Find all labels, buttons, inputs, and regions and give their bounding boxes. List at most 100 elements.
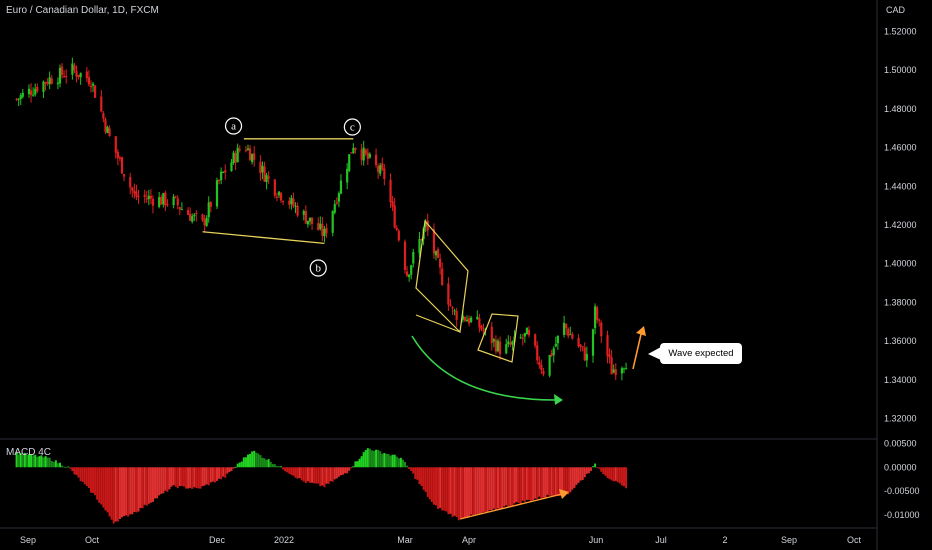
candle [420,238,423,241]
macd-bar [480,467,483,514]
candle [470,315,473,324]
macd-bar [304,467,307,483]
macd-bar [389,455,392,468]
candle [600,320,603,343]
candle-body [217,179,221,182]
macd-bar [174,467,177,487]
candle [17,98,20,107]
macd-bar [139,467,142,508]
macd-bar [342,467,345,475]
macd-bar [89,467,92,493]
candle-body [294,205,297,207]
candle-body [238,149,241,151]
macd-bar [321,467,324,486]
candle [104,117,107,135]
candle-body [476,316,479,320]
candle [542,367,545,377]
candle [79,72,82,85]
candle-body [263,166,266,182]
candle [364,148,367,157]
candle-body [441,268,444,285]
candle [408,273,411,282]
candle [368,152,371,159]
candle [397,228,400,242]
macd-bar [298,467,301,479]
macd-bar [209,467,212,483]
macd-bar [308,467,311,483]
macd-bar [474,467,477,515]
macd-bar [178,467,181,486]
macd-bar [222,467,225,477]
candle-body [511,341,514,345]
macd-bar [536,467,539,499]
candle [381,157,384,171]
macd-bar [23,452,26,468]
candle [131,186,134,198]
candle-body [451,307,454,309]
candle [598,318,601,327]
candle [36,83,39,94]
macd-bar [98,467,101,503]
macd-bar [587,467,590,474]
macd-bar [58,462,61,468]
macd-bar [499,467,502,509]
macd-bar [96,467,99,500]
macd-bar [302,467,305,482]
candle [118,155,122,162]
candle [521,334,524,346]
candle-body [339,180,343,194]
macd-bar [292,467,295,476]
candle [102,111,105,123]
macd-bar [275,466,278,468]
macd-bar [358,458,361,468]
candle-body [120,157,124,174]
candle-body [129,177,132,188]
macd-bar [377,449,380,468]
macd-bar [94,467,97,496]
candle-body [492,339,495,342]
candle-body [538,362,541,365]
candle [525,327,529,335]
candle-body [89,85,93,88]
macd-bar [201,467,204,487]
candle [552,346,555,363]
candle [277,190,281,199]
candle [478,313,481,333]
macd-bar [443,467,446,511]
macd-bar [30,454,33,468]
macd-bar [244,457,247,468]
candle-body [65,75,68,77]
candle [63,70,66,78]
candle [596,305,599,324]
macd-bar [478,467,481,514]
macd-bar [490,467,493,511]
candle [158,191,161,209]
macd-bar [294,467,297,478]
macd-bar [77,467,80,478]
candle [455,307,458,327]
candle-body [581,346,584,348]
macd-bar [34,454,37,468]
macd-bar [319,467,322,487]
expected-wave-arrowhead [636,326,646,336]
macd-bar [325,467,328,484]
macd-bar [213,467,216,483]
candle-body [571,334,574,339]
macd-bar [263,458,266,468]
candle [348,154,351,173]
macd-bar [496,467,499,509]
candle-body [160,197,163,205]
macd-bar [370,450,373,468]
candle [360,143,363,166]
candle [189,207,192,222]
candle-body [519,337,522,339]
macd-bar [527,467,530,500]
candle [19,92,22,106]
candle-body [552,348,555,356]
candle-body [335,202,338,204]
candle-body [279,193,283,201]
macd-bar [306,467,309,482]
candle [439,253,442,275]
candle [44,81,47,91]
